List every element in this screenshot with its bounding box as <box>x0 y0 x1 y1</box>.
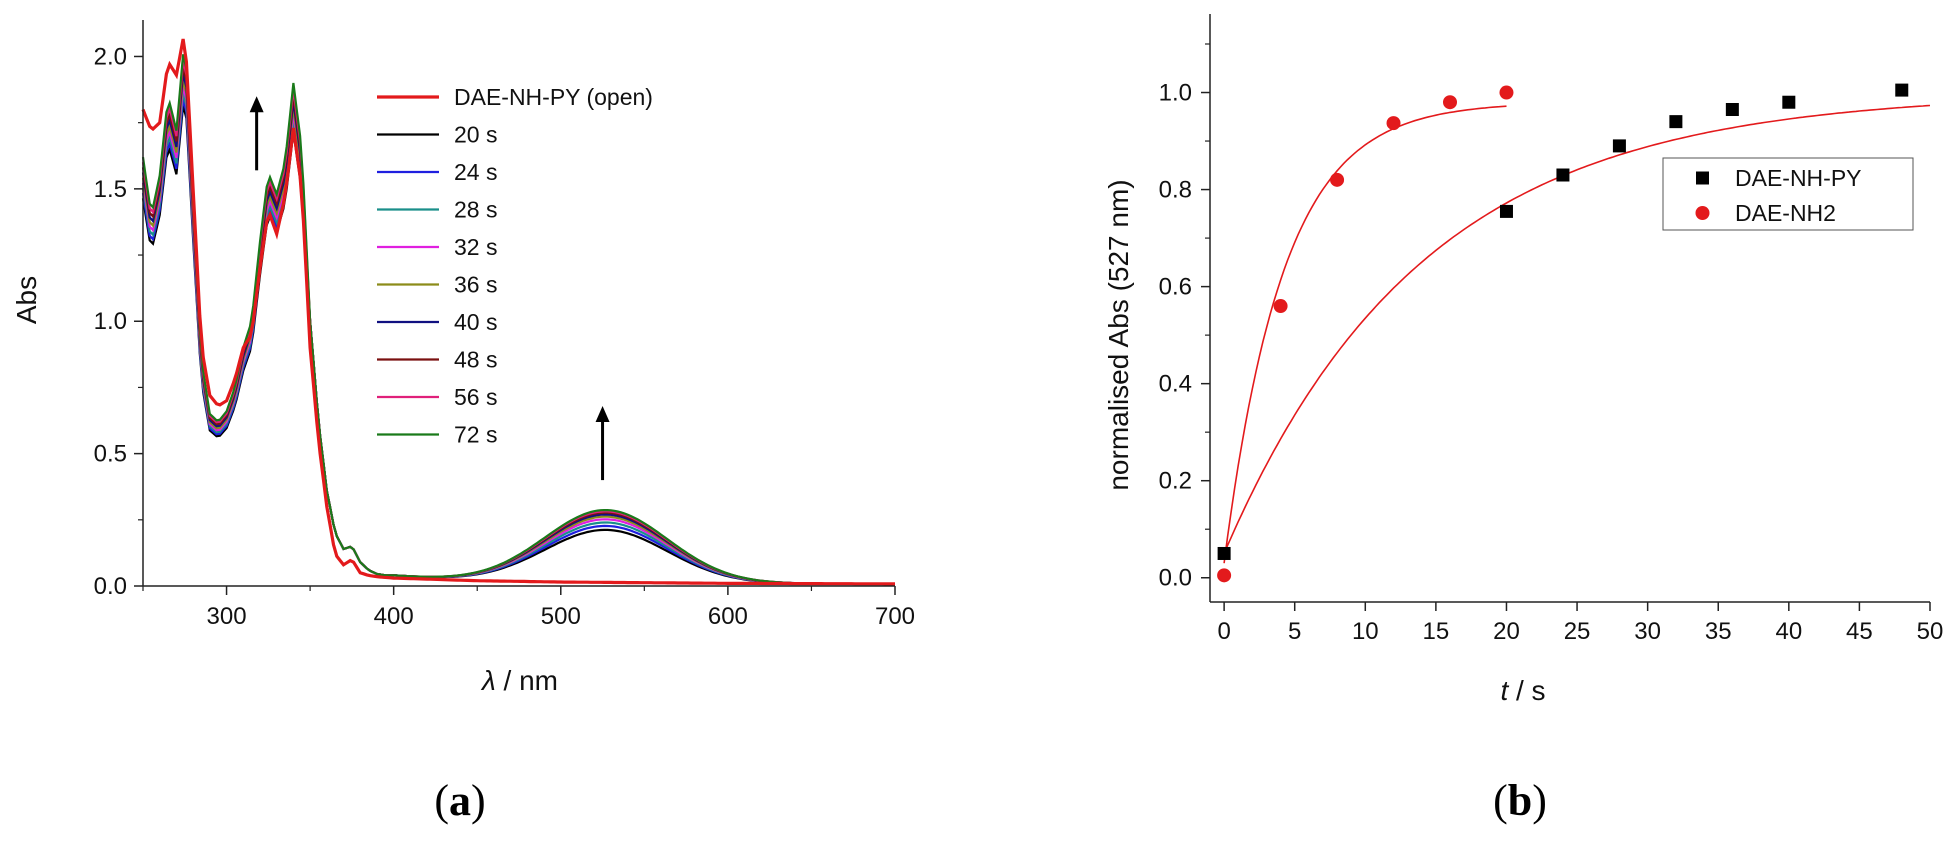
panel-b-xtick-label: 15 <box>1423 618 1450 645</box>
panel-b-xtick-label: 0 <box>1217 618 1230 645</box>
panel-a-ytick-label: 0.0 <box>94 573 127 600</box>
panel-b-ylabel: normalised Abs (527 nm) <box>1103 179 1134 490</box>
panel-a-axes <box>142 20 895 587</box>
panel-b-xtick-label: 25 <box>1564 618 1591 645</box>
panel-b-ytick-label: 0.8 <box>1159 177 1192 204</box>
panel-a-ylabel: Abs <box>11 276 42 324</box>
panel-a-ytick-label: 0.5 <box>94 441 127 468</box>
panel-b-point-DAE-NH-PY <box>1725 103 1739 117</box>
panel-a-xlabel-unit: / nm <box>496 665 558 696</box>
panel-b-legend-label: DAE-NH2 <box>1735 200 1836 226</box>
panel-a-series-24-s <box>141 98 895 585</box>
panel-b-point-DAE-NH-PY <box>1895 83 1909 97</box>
panel-b-label: (b) <box>1493 776 1547 825</box>
panel-b-legend: DAE-NH-PY DAE-NH2 <box>1662 157 1914 231</box>
panel-b-xlabel-unit: / s <box>1508 675 1545 706</box>
panel-b-legend-marker-square <box>1696 171 1709 185</box>
panel-b-point-DAE-NH-PY <box>1556 168 1570 182</box>
panel-b-fit-curves <box>1223 104 1931 564</box>
panel-b-point-DAE-NH2 <box>1499 85 1514 100</box>
panel-a-legend: DAE-NH-PY (open) 20 s 24 s 28 s 32 s 36 s 40 s… <box>377 84 653 448</box>
panel-b-ticks: 0 5 10 15 20 25 30 35 40 45 50 0.0 0.2 0.4 0.6 0.8 1.0 <box>1159 43 1944 645</box>
panel-b-xtick-label: 20 <box>1493 618 1520 645</box>
panel-b-axes <box>1209 14 1930 603</box>
panel-a-legend-label: 28 s <box>454 197 497 223</box>
panel-a-legend-label: 48 s <box>454 347 497 373</box>
panel-b-fit-DAE-NH-PY <box>1223 104 1931 554</box>
panel-b-point-DAE-NH2 <box>1386 116 1401 131</box>
panel-b-point-DAE-NH-PY <box>1669 115 1683 129</box>
panel-a-legend-label: DAE-NH-PY (open) <box>454 84 653 110</box>
panel-a-xtick-label: 300 <box>207 603 247 630</box>
panel-a-arrow-up-icon <box>595 405 610 422</box>
panel-b-point-DAE-NH-PY <box>1499 204 1513 218</box>
panel-b-point-DAE-NH-PY <box>1217 546 1231 560</box>
panel-b-xtick-label: 5 <box>1288 618 1301 645</box>
panel-b-ytick-label: 0.6 <box>1159 274 1192 301</box>
panel-b-point-DAE-NH2 <box>1273 299 1288 314</box>
panel-a-legend-label: 32 s <box>454 234 497 260</box>
panel-b-xtick-label: 35 <box>1705 618 1732 645</box>
panel-b-ytick-label: 0.4 <box>1159 371 1192 398</box>
panel-a-ytick-label: 1.5 <box>94 176 127 203</box>
panel-a-xtick-label: 600 <box>708 603 748 630</box>
panel-b-point-DAE-NH2 <box>1330 172 1345 187</box>
panel-b-point-DAE-NH2 <box>1217 568 1232 583</box>
panel-a-arrow-up-icon <box>249 96 264 113</box>
panel-a-curves <box>141 38 895 586</box>
panel-a-arrows <box>249 96 610 481</box>
panel-b-legend-marker-circle <box>1695 206 1710 220</box>
panel-b-xlabel-symbol: t <box>1500 675 1509 706</box>
panel-a-xtick-label: 400 <box>374 603 414 630</box>
panel-a-ytick-label: 1.0 <box>94 308 127 335</box>
panel-b-fit-DAE-NH2 <box>1223 105 1507 564</box>
panel-b-xtick-label: 30 <box>1634 618 1661 645</box>
panel-a-series-72-s <box>141 54 895 585</box>
panel-a-legend-label: 36 s <box>454 272 497 298</box>
panel-b-ytick-label: 0.0 <box>1159 565 1192 592</box>
panel-b-points <box>1217 83 1909 583</box>
panel-a-xlabel: λ / nm <box>480 665 558 696</box>
panel-a-ticks: 300 400 500 600 700 0.0 0.5 1.0 1.5 2.0 <box>94 43 915 630</box>
panel-b: 0 5 10 15 20 25 30 35 40 45 50 0.0 0.2 0.4 0.6 0.8 1.0 D… <box>1103 14 1943 825</box>
panel-a-label: (a) <box>434 776 485 825</box>
panel-a-xlabel-symbol: λ <box>480 665 496 696</box>
panel-b-point-DAE-NH-PY <box>1782 95 1796 109</box>
panel-b-legend-label: DAE-NH-PY <box>1735 165 1862 191</box>
panel-a-legend-label: 56 s <box>454 384 497 410</box>
panel-b-xlabel: t / s <box>1500 675 1545 706</box>
panel-a-legend-label: 20 s <box>454 122 497 148</box>
panel-a-legend-label: 24 s <box>454 159 497 185</box>
panel-b-xtick-label: 10 <box>1352 618 1379 645</box>
panel-a-xtick-label: 700 <box>875 603 915 630</box>
panel-a-xtick-label: 500 <box>541 603 581 630</box>
panel-b-xtick-label: 45 <box>1846 618 1873 645</box>
panel-a-legend-label: 40 s <box>454 309 497 335</box>
panel-a-ytick-label: 2.0 <box>94 43 127 70</box>
panel-b-point-DAE-NH-PY <box>1612 139 1626 153</box>
panel-a-series-open <box>141 38 895 586</box>
panel-a-series-20-s <box>141 105 895 585</box>
panel-b-point-DAE-NH2 <box>1443 95 1457 110</box>
panel-b-ytick-label: 1.0 <box>1159 80 1192 107</box>
panel-a: 300 400 500 600 700 0.0 0.5 1.0 1.5 2.0 DAE-NH-PY… <box>11 20 915 825</box>
panel-b-ytick-label: 0.2 <box>1159 468 1192 495</box>
panel-b-xtick-label: 40 <box>1775 618 1802 645</box>
panel-b-xtick-label: 50 <box>1917 618 1944 645</box>
panel-a-legend-label: 72 s <box>454 422 497 448</box>
